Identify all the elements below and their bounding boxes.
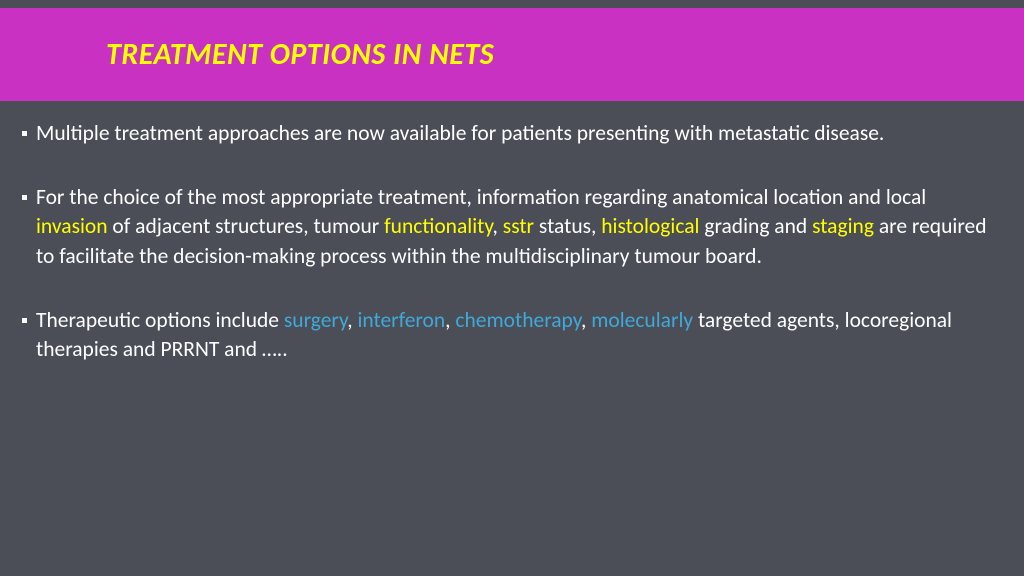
highlight-blue: molecularly: [591, 307, 693, 333]
highlight-yellow: staging: [812, 213, 874, 239]
highlight-yellow: invasion: [36, 213, 108, 239]
bullet-item: Therapeutic options include surgery, int…: [18, 306, 994, 365]
bullet-text-seg: status,: [534, 213, 601, 239]
bullet-list: Multiple treatment approaches are now av…: [18, 119, 994, 365]
bullet-text-seg: For the choice of the most appropriate t…: [36, 184, 926, 210]
bullet-item: Multiple treatment approaches are now av…: [18, 119, 994, 149]
bullet-text-seg: grading and: [699, 213, 812, 239]
highlight-blue: surgery: [284, 307, 347, 333]
bullet-text-seg: ,: [347, 307, 357, 333]
highlight-yellow: sstr: [503, 213, 534, 239]
bullet-text-seg: ,: [493, 213, 503, 239]
slide-title: TREATMENT OPTIONS IN NETS: [106, 36, 1024, 73]
content-area: Multiple treatment approaches are now av…: [0, 101, 1024, 365]
highlight-yellow: histological: [601, 213, 699, 239]
bullet-text-seg: ,: [581, 307, 591, 333]
highlight-yellow: functionality: [384, 213, 492, 239]
bullet-item: For the choice of the most appropriate t…: [18, 183, 994, 272]
bullet-text-seg: ,: [445, 307, 455, 333]
title-band: TREATMENT OPTIONS IN NETS: [0, 8, 1024, 101]
bullet-text-seg: Therapeutic options include: [36, 307, 284, 333]
highlight-blue: interferon: [357, 307, 445, 333]
top-strip: [0, 0, 1024, 8]
highlight-blue: chemotherapy: [455, 307, 581, 333]
bullet-text-seg: of adjacent structures, tumour: [108, 213, 385, 239]
bullet-text: Multiple treatment approaches are now av…: [36, 120, 884, 146]
